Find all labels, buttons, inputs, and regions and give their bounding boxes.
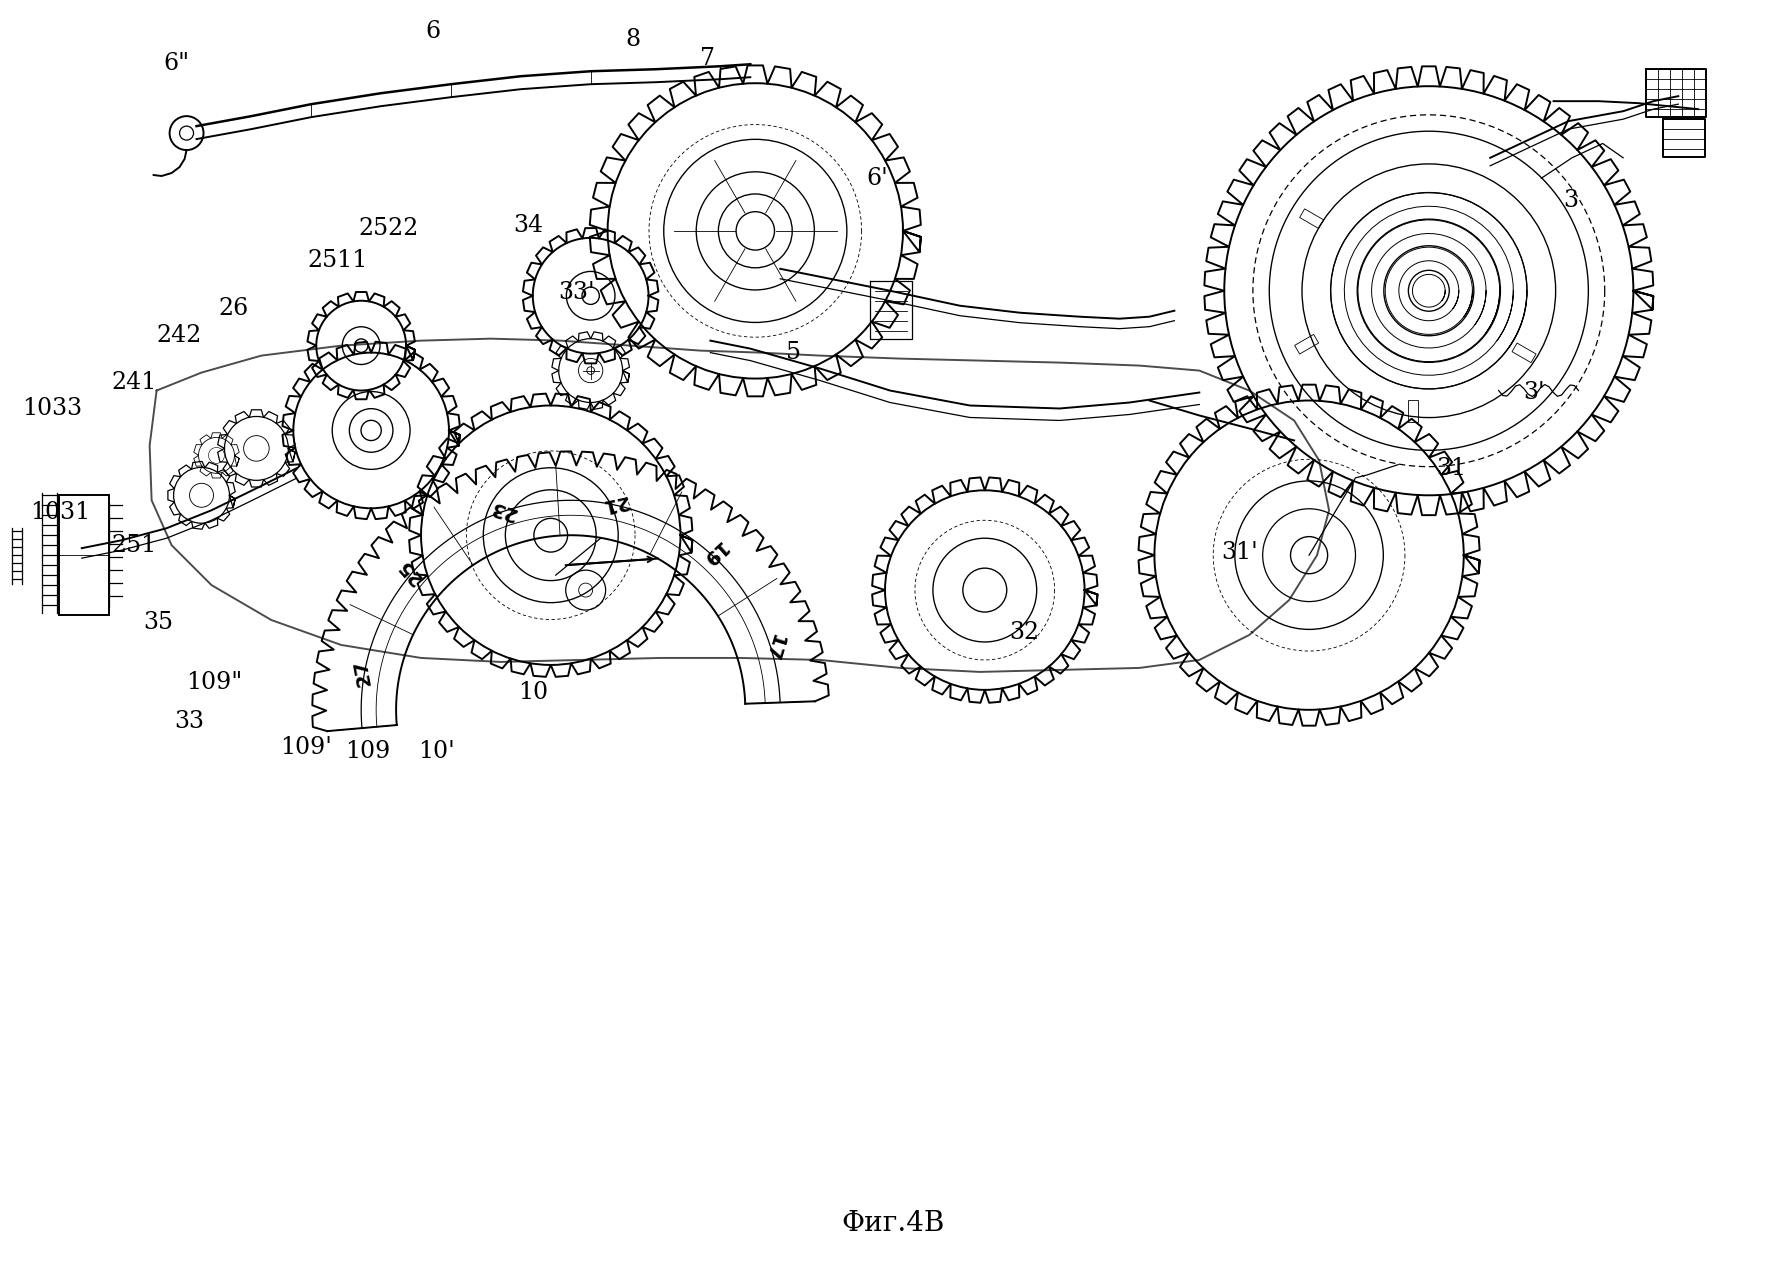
Text: 7: 7: [700, 47, 714, 70]
Text: Фиг.4B: Фиг.4B: [841, 1211, 945, 1237]
Text: 31: 31: [1436, 457, 1466, 479]
Text: 242: 242: [157, 324, 202, 347]
Text: 8: 8: [625, 28, 639, 51]
Bar: [1295, 334, 1318, 354]
Text: 17: 17: [759, 631, 786, 663]
Text: 3': 3': [1523, 381, 1545, 404]
Text: 34: 34: [514, 214, 545, 238]
Text: 23: 23: [488, 496, 518, 522]
Text: 3: 3: [1563, 190, 1579, 213]
Text: 35: 35: [143, 611, 173, 634]
Text: 33: 33: [175, 711, 205, 734]
Text: 251: 251: [111, 534, 157, 557]
Text: 6': 6': [866, 167, 888, 191]
Text: 109: 109: [345, 740, 391, 763]
Text: 1031: 1031: [30, 501, 89, 524]
Text: 5: 5: [786, 342, 800, 364]
Bar: [1300, 209, 1323, 229]
Text: 25: 25: [395, 555, 427, 588]
Text: 241: 241: [111, 371, 157, 395]
Text: 21: 21: [598, 491, 629, 515]
Text: 19: 19: [697, 538, 729, 569]
Text: 6": 6": [164, 52, 189, 75]
Text: 33': 33': [559, 281, 595, 305]
Text: 2511: 2511: [307, 249, 368, 272]
Text: 26: 26: [218, 297, 248, 320]
Text: 10': 10': [418, 740, 454, 763]
Text: 27: 27: [350, 657, 375, 687]
Text: 1033: 1033: [21, 397, 82, 420]
Text: 2522: 2522: [359, 218, 420, 240]
Bar: [1407, 400, 1418, 423]
Text: 109': 109': [280, 736, 332, 759]
Bar: [59, 496, 109, 615]
Text: 109": 109": [186, 672, 243, 694]
Text: 10: 10: [518, 682, 548, 705]
Text: 32: 32: [1009, 621, 1039, 644]
Bar: [1513, 343, 1536, 363]
Text: 6: 6: [425, 20, 441, 43]
Text: 31': 31': [1222, 540, 1257, 564]
